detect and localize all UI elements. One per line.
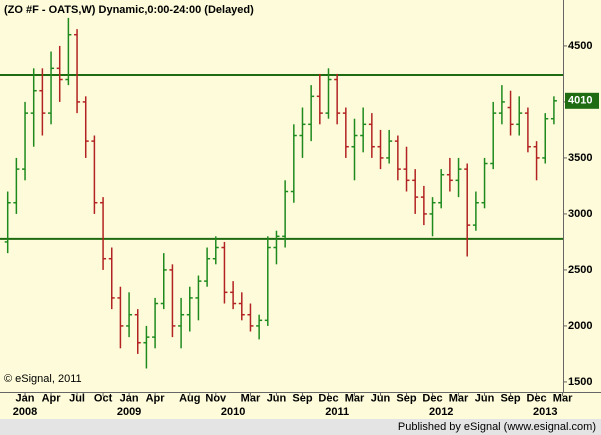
x-tick-label: Dec (422, 392, 442, 404)
x-tick-label: Jan (16, 392, 35, 404)
x-tick-label: Jun (371, 392, 391, 404)
last-price-box (565, 92, 599, 109)
year-label: 2008 (13, 406, 37, 418)
x-tick-label: Mar (553, 392, 573, 404)
x-tick-label: Oct (94, 392, 113, 404)
y-tick-label: 3000 (568, 208, 592, 220)
x-tick-label: Apr (146, 392, 166, 404)
x-tick-label: Jul (69, 392, 85, 404)
x-tick-label: Mar (241, 392, 261, 404)
chart-title: (ZO #F - OATS,W) Dynamic,0:00-24:00 (Del… (4, 4, 254, 16)
x-tick-label: Mar (345, 392, 365, 404)
x-tick-label: Nov (205, 392, 227, 404)
x-tick-label: Jan (120, 392, 139, 404)
publisher: Published by eSignal (www.esignal.com) (398, 421, 596, 433)
x-tick-label: Dec (526, 392, 546, 404)
x-tick-label: Sep (396, 392, 416, 404)
x-tick-label: Mar (449, 392, 469, 404)
year-label: 2012 (429, 406, 453, 418)
x-tick-label: Jun (475, 392, 495, 404)
x-tick-label: Dec (318, 392, 338, 404)
x-tick-label: Aug (179, 392, 200, 404)
last-price-label: 4010 (568, 95, 592, 107)
x-tick-label: Sep (292, 392, 312, 404)
y-tick-label: 4500 (568, 40, 592, 52)
x-tick-label: Jun (267, 392, 287, 404)
y-tick-label: 1500 (568, 376, 592, 388)
year-label: 2010 (221, 406, 245, 418)
y-tick-label: 2000 (568, 320, 592, 332)
copyright: © eSignal, 2011 (4, 373, 82, 385)
year-label: 2013 (533, 406, 557, 418)
y-tick-label: 3500 (568, 152, 592, 164)
chart-background (0, 0, 601, 419)
y-tick-label: 2500 (568, 264, 592, 276)
x-tick-label: Sep (500, 392, 520, 404)
x-tick-label: Apr (42, 392, 62, 404)
footer-bar (0, 419, 601, 435)
year-label: 2009 (117, 406, 141, 418)
year-label: 2011 (325, 406, 349, 418)
